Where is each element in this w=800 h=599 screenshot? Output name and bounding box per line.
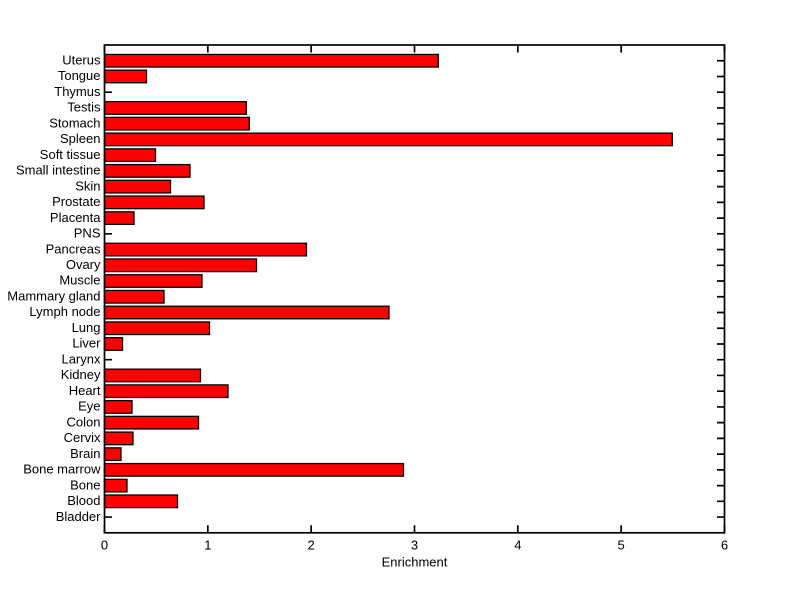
svg-text:Bladder: Bladder: [56, 509, 101, 524]
svg-text:Blood: Blood: [67, 493, 100, 508]
svg-text:Lymph node: Lymph node: [29, 304, 100, 319]
svg-text:Ovary: Ovary: [66, 257, 101, 272]
svg-text:0: 0: [101, 538, 108, 553]
svg-text:1: 1: [204, 538, 211, 553]
svg-text:Placenta: Placenta: [50, 210, 101, 225]
svg-text:4: 4: [514, 538, 521, 553]
svg-text:Skin: Skin: [75, 178, 100, 193]
svg-text:Thymus: Thymus: [54, 84, 101, 99]
svg-text:Cervix: Cervix: [64, 430, 101, 445]
svg-text:6: 6: [721, 538, 728, 553]
svg-text:Heart: Heart: [69, 383, 101, 398]
svg-text:Pancreas: Pancreas: [46, 241, 101, 256]
svg-text:Eye: Eye: [78, 399, 100, 414]
svg-text:Enrichment: Enrichment: [382, 555, 448, 570]
svg-text:5: 5: [618, 538, 625, 553]
svg-text:Spleen: Spleen: [60, 131, 100, 146]
svg-text:Larynx: Larynx: [61, 351, 101, 366]
svg-text:2: 2: [308, 538, 315, 553]
svg-text:Muscle: Muscle: [59, 273, 100, 288]
svg-text:Tongue: Tongue: [58, 68, 101, 83]
svg-text:Bone: Bone: [70, 477, 100, 492]
svg-text:Liver: Liver: [72, 336, 101, 351]
svg-text:Small intestine: Small intestine: [16, 163, 101, 178]
svg-text:Stomach: Stomach: [49, 115, 100, 130]
svg-text:Testis: Testis: [67, 100, 101, 115]
svg-text:Kidney: Kidney: [61, 367, 101, 382]
svg-text:Lung: Lung: [72, 320, 101, 335]
svg-text:Brain: Brain: [70, 446, 100, 461]
svg-text:Bone marrow: Bone marrow: [23, 462, 101, 477]
svg-text:Mammary gland: Mammary gland: [7, 288, 100, 303]
svg-text:Colon: Colon: [67, 414, 101, 429]
svg-text:3: 3: [411, 538, 418, 553]
svg-text:Prostate: Prostate: [52, 194, 100, 209]
svg-text:PNS: PNS: [74, 226, 101, 241]
svg-text:Soft tissue: Soft tissue: [40, 147, 101, 162]
svg-text:Uterus: Uterus: [62, 52, 101, 67]
